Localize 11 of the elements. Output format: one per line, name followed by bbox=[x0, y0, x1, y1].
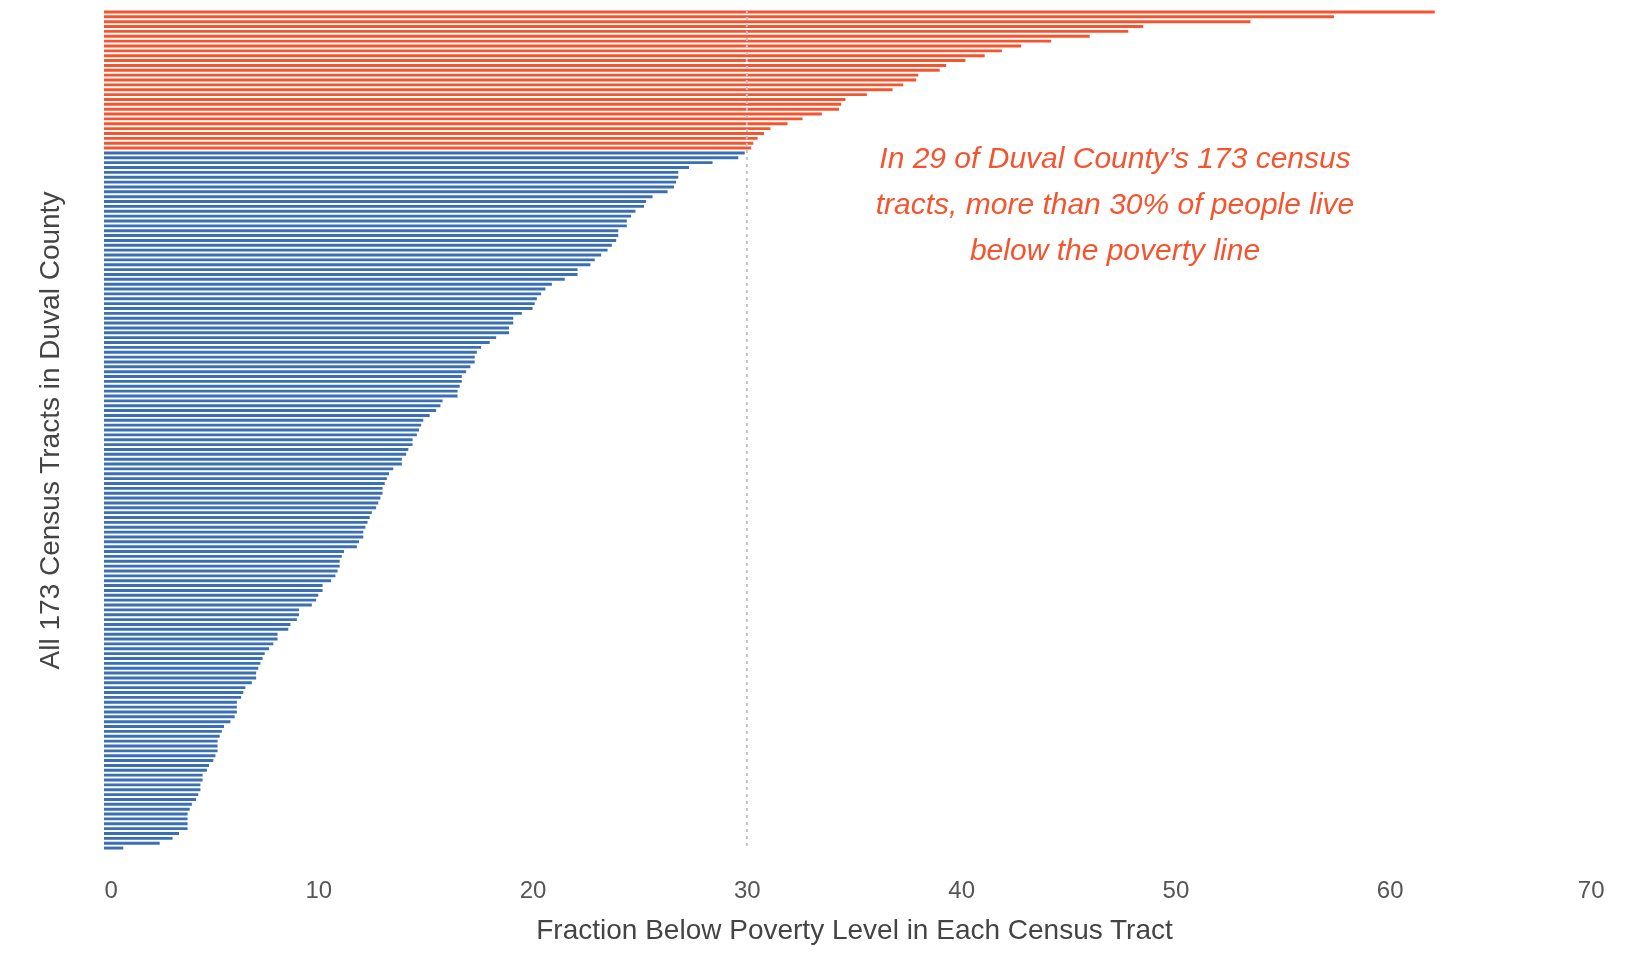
x-tick-label: 50 bbox=[1162, 875, 1190, 903]
x-tick-label: 0 bbox=[104, 875, 118, 903]
y-axis-title: All 173 Census Tracts in Duval County bbox=[33, 191, 65, 670]
x-axis-title: Fraction Below Poverty Level in Each Census Tract bbox=[536, 913, 1173, 945]
x-tick-label: 40 bbox=[948, 875, 975, 903]
x-tick-label: 30 bbox=[734, 875, 761, 903]
x-tick-label: 10 bbox=[305, 875, 333, 903]
x-tick-label: 20 bbox=[519, 875, 547, 903]
annotation: In 29 of Duval County’s 173 census tracts, more than 30% of people live below the poverty line bbox=[874, 140, 1356, 268]
x-tick-label: 70 bbox=[1577, 875, 1605, 903]
x-tick-label: 60 bbox=[1376, 875, 1404, 903]
